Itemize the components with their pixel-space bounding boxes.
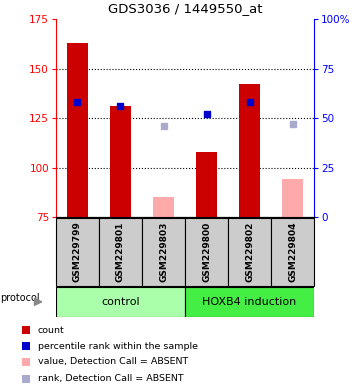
Text: rank, Detection Call = ABSENT: rank, Detection Call = ABSENT [38, 374, 183, 383]
Bar [142, 218, 185, 286]
Bar [196, 152, 217, 217]
Text: control: control [101, 297, 140, 307]
Text: GSM229802: GSM229802 [245, 222, 254, 282]
Bar [239, 84, 260, 217]
Bar [185, 287, 314, 317]
Bar [228, 218, 271, 286]
Bar [185, 218, 228, 286]
Bar [56, 218, 99, 286]
Bar [99, 218, 142, 286]
Text: GSM229803: GSM229803 [159, 222, 168, 282]
Bar [56, 287, 185, 317]
Text: GSM229804: GSM229804 [288, 222, 297, 282]
Text: percentile rank within the sample: percentile rank within the sample [38, 342, 197, 351]
Text: GSM229800: GSM229800 [202, 222, 211, 282]
Text: GSM229799: GSM229799 [73, 222, 82, 282]
Bar [110, 106, 131, 217]
Bar [271, 218, 314, 286]
Bar [67, 43, 88, 217]
Text: HOXB4 induction: HOXB4 induction [203, 297, 297, 307]
Bar [282, 179, 303, 217]
Text: GSM229801: GSM229801 [116, 222, 125, 282]
Text: value, Detection Call = ABSENT: value, Detection Call = ABSENT [38, 357, 188, 366]
Bar [153, 197, 174, 217]
Text: count: count [38, 326, 64, 335]
Text: protocol: protocol [0, 293, 39, 303]
Title: GDS3036 / 1449550_at: GDS3036 / 1449550_at [108, 2, 262, 15]
